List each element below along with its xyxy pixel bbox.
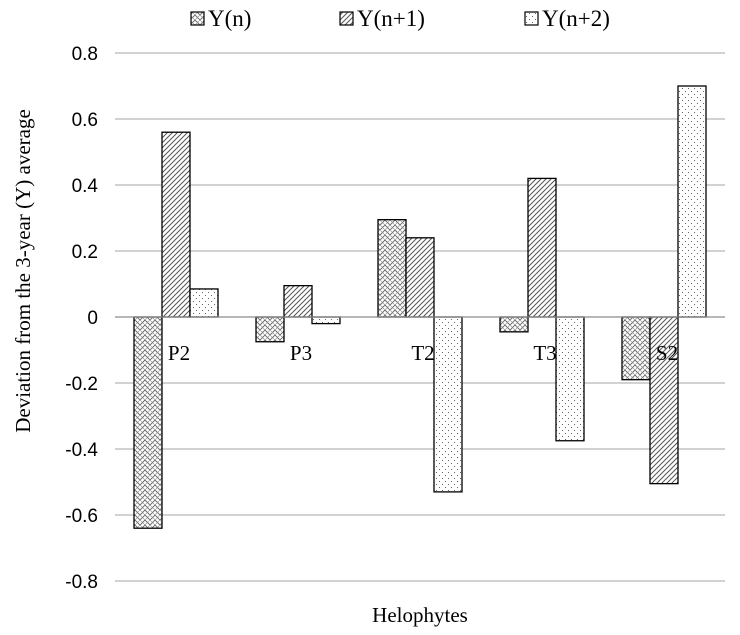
y-tick-label: -0.6 bbox=[65, 506, 98, 527]
y-tick-label: -0.2 bbox=[65, 374, 98, 395]
y-tick-label: 0.6 bbox=[72, 110, 98, 131]
legend-label: Y(n+1) bbox=[357, 6, 425, 31]
category-labels: P2 P3 T2 T3 S2 bbox=[168, 341, 678, 365]
bar-s2-series-3 bbox=[677, 85, 707, 318]
bar-p3-series-3 bbox=[311, 316, 341, 325]
y-axis-label: Deviation from the 3-year (Y) average bbox=[11, 109, 35, 433]
y-tick-label: 0.4 bbox=[72, 176, 99, 197]
bar-p2-series-3 bbox=[189, 288, 219, 318]
bar-t3-series-3 bbox=[555, 316, 585, 442]
legend-label: Y(n) bbox=[208, 6, 251, 31]
bars bbox=[133, 85, 707, 529]
y-tick-label: -0.8 bbox=[65, 572, 98, 593]
bar-s2-series-1 bbox=[621, 316, 651, 381]
bar-t2-series-2 bbox=[405, 237, 435, 318]
bar-t3-series-2 bbox=[527, 177, 557, 318]
y-tick-label: -0.4 bbox=[65, 440, 98, 461]
bar-p2-series-1 bbox=[133, 316, 163, 529]
bar-t2-series-1 bbox=[377, 218, 407, 318]
legend-swatch bbox=[190, 11, 205, 26]
category-label: P3 bbox=[290, 341, 312, 365]
category-label: P2 bbox=[168, 341, 190, 365]
y-tick-label: 0.8 bbox=[72, 44, 98, 65]
legend-swatch bbox=[524, 11, 539, 26]
legend: Y(n) Y(n+1) Y(n+2) bbox=[190, 6, 610, 31]
bar-p3-series-1 bbox=[255, 316, 285, 343]
y-tick-label: 0.2 bbox=[72, 242, 98, 263]
y-tick-label: 0 bbox=[87, 308, 98, 329]
legend-label: Y(n+2) bbox=[542, 6, 610, 31]
bar-t3-series-1 bbox=[499, 316, 529, 333]
bar-s2-series-2 bbox=[649, 316, 679, 485]
category-label: T2 bbox=[411, 341, 434, 365]
category-label: S2 bbox=[656, 341, 678, 365]
y-tick-labels: 0.8 0.6 0.4 0.2 0 -0.2 -0.4 -0.6 -0.8 bbox=[65, 44, 98, 593]
x-axis-label: Helophytes bbox=[372, 603, 468, 627]
bar-p2-series-2 bbox=[161, 131, 191, 318]
gridlines bbox=[115, 52, 725, 582]
legend-swatch bbox=[339, 11, 354, 26]
category-label: T3 bbox=[533, 341, 556, 365]
bar-t2-series-3 bbox=[433, 316, 463, 493]
bar-p3-series-2 bbox=[283, 284, 313, 318]
